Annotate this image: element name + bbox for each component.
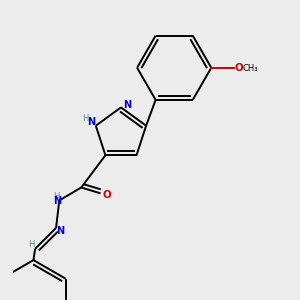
Text: H: H — [28, 240, 34, 249]
Text: CH₃: CH₃ — [242, 64, 258, 73]
Text: H: H — [82, 114, 89, 123]
Text: N: N — [123, 100, 131, 110]
Text: O: O — [102, 190, 111, 200]
Text: N: N — [87, 117, 95, 127]
Text: O: O — [235, 63, 243, 73]
Text: N: N — [52, 196, 61, 206]
Text: H: H — [53, 192, 60, 201]
Text: N: N — [56, 226, 64, 236]
